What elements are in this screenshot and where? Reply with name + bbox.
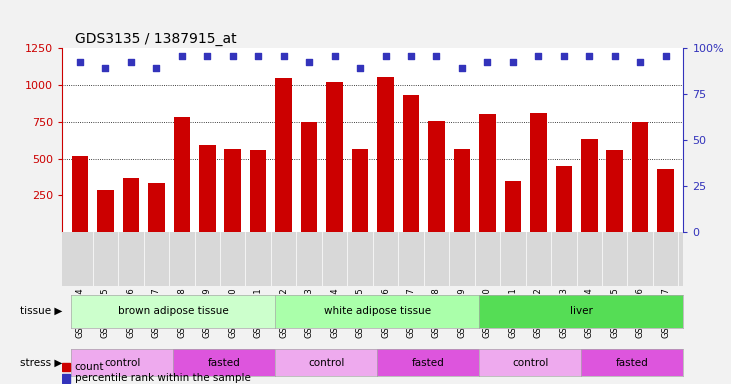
Point (660, 53, 672, 59)
Point (558, 53, 569, 59)
Text: control: control (105, 358, 140, 368)
Point (355, 65, 366, 71)
Bar (504, 182, 521, 232)
Bar (250, 150, 267, 232)
Text: fasted: fasted (616, 358, 649, 368)
Bar (657, 169, 674, 232)
Point (202, 53, 213, 59)
Bar (454, 149, 470, 232)
Text: tissue ▶: tissue ▶ (20, 306, 62, 316)
Point (405, 53, 417, 59)
Text: white adipose tissue: white adipose tissue (324, 306, 431, 316)
Text: liver: liver (570, 306, 593, 316)
Bar (148, 183, 164, 232)
Bar (377, 77, 394, 232)
Bar (173, 117, 190, 232)
Bar (352, 149, 368, 232)
Bar (224, 149, 241, 232)
Bar (632, 122, 648, 232)
Bar (62, 374, 70, 383)
Point (303, 59, 315, 65)
Text: percentile rank within the sample: percentile rank within the sample (75, 374, 251, 384)
Bar (301, 122, 317, 232)
Point (99, 65, 111, 71)
Text: fasted: fasted (412, 358, 445, 368)
Bar (403, 95, 420, 232)
Point (507, 59, 519, 65)
Point (176, 53, 188, 59)
Point (609, 53, 621, 59)
Point (74, 59, 86, 65)
Point (227, 53, 238, 59)
Point (635, 59, 646, 65)
Bar (556, 166, 572, 232)
Text: brown adipose tissue: brown adipose tissue (118, 306, 229, 316)
Text: count: count (75, 362, 104, 372)
Point (125, 59, 137, 65)
Text: control: control (512, 358, 549, 368)
Point (583, 53, 595, 59)
Point (252, 53, 264, 59)
Bar (62, 362, 70, 371)
Point (329, 53, 341, 59)
Bar (326, 82, 343, 232)
Bar (123, 178, 139, 232)
Point (532, 53, 544, 59)
Bar (97, 190, 114, 232)
Bar (428, 121, 444, 232)
Bar (276, 78, 292, 232)
Bar (530, 113, 547, 232)
Point (278, 53, 289, 59)
Point (379, 53, 391, 59)
Bar (199, 145, 216, 232)
Bar (72, 156, 88, 232)
Point (431, 53, 442, 59)
Bar (581, 139, 597, 232)
Bar (607, 151, 623, 232)
Point (456, 65, 468, 71)
Text: GDS3135 / 1387915_at: GDS3135 / 1387915_at (75, 31, 236, 46)
Point (151, 65, 162, 71)
Text: control: control (308, 358, 345, 368)
Text: fasted: fasted (208, 358, 241, 368)
Point (482, 59, 493, 65)
Bar (479, 114, 496, 232)
Text: stress ▶: stress ▶ (20, 358, 62, 368)
